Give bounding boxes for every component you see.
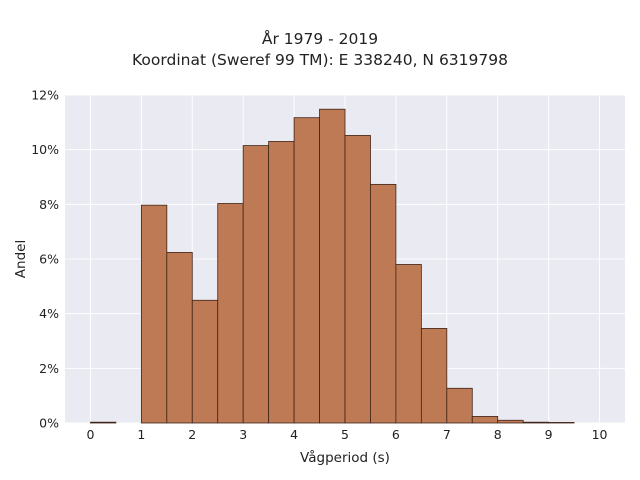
y-tick-label: 10% (31, 142, 59, 157)
histogram-bar (293, 117, 320, 424)
bars (90, 108, 575, 424)
histogram-bar (420, 328, 448, 424)
histogram-bar (344, 135, 371, 424)
x-tick-label: 1 (137, 427, 145, 442)
y-axis-ticks: 0% 2% 4% 6% 8% 10% 12% (31, 88, 59, 431)
histogram-bar (217, 203, 244, 424)
histogram-bar (140, 204, 168, 424)
histogram-bar (395, 264, 422, 424)
x-tick-label: 8 (494, 427, 502, 442)
x-tick-label: 5 (341, 427, 349, 442)
y-tick-label: 0% (39, 416, 59, 431)
histogram-bar (242, 145, 270, 424)
histogram-bar (191, 299, 219, 424)
histogram-bar (370, 183, 397, 424)
x-tick-label: 3 (239, 427, 247, 442)
chart-title: År 1979 - 2019 (261, 30, 379, 48)
x-tick-label: 4 (290, 427, 298, 442)
x-tick-label: 2 (188, 427, 196, 442)
histogram-bar (90, 421, 117, 424)
y-axis-label: Andel (13, 240, 29, 278)
histogram-bar (446, 387, 473, 424)
y-tick-label: 8% (39, 197, 59, 212)
x-axis-label: Vågperiod (s) (300, 449, 390, 466)
x-axis-ticks: 0 1 2 3 4 5 6 7 8 9 10 (86, 427, 607, 442)
y-tick-label: 6% (39, 252, 59, 267)
x-tick-label: 0 (86, 427, 94, 442)
x-tick-label: 7 (443, 427, 451, 442)
histogram-bar (471, 416, 499, 424)
chart-subtitle: Koordinat (Sweref 99 TM): E 338240, N 63… (132, 51, 508, 69)
x-tick-label: 10 (592, 427, 608, 442)
y-tick-label: 12% (31, 88, 59, 103)
histogram-bar (548, 422, 575, 424)
histogram-bar (497, 419, 524, 424)
x-tick-label: 6 (392, 427, 400, 442)
x-tick-label: 9 (545, 427, 553, 442)
histogram-bar (522, 421, 550, 424)
histogram-bar (319, 108, 346, 424)
histogram-bar (166, 252, 193, 424)
y-tick-label: 2% (39, 361, 59, 376)
histogram-bar (268, 141, 295, 424)
y-tick-label: 4% (39, 306, 59, 321)
